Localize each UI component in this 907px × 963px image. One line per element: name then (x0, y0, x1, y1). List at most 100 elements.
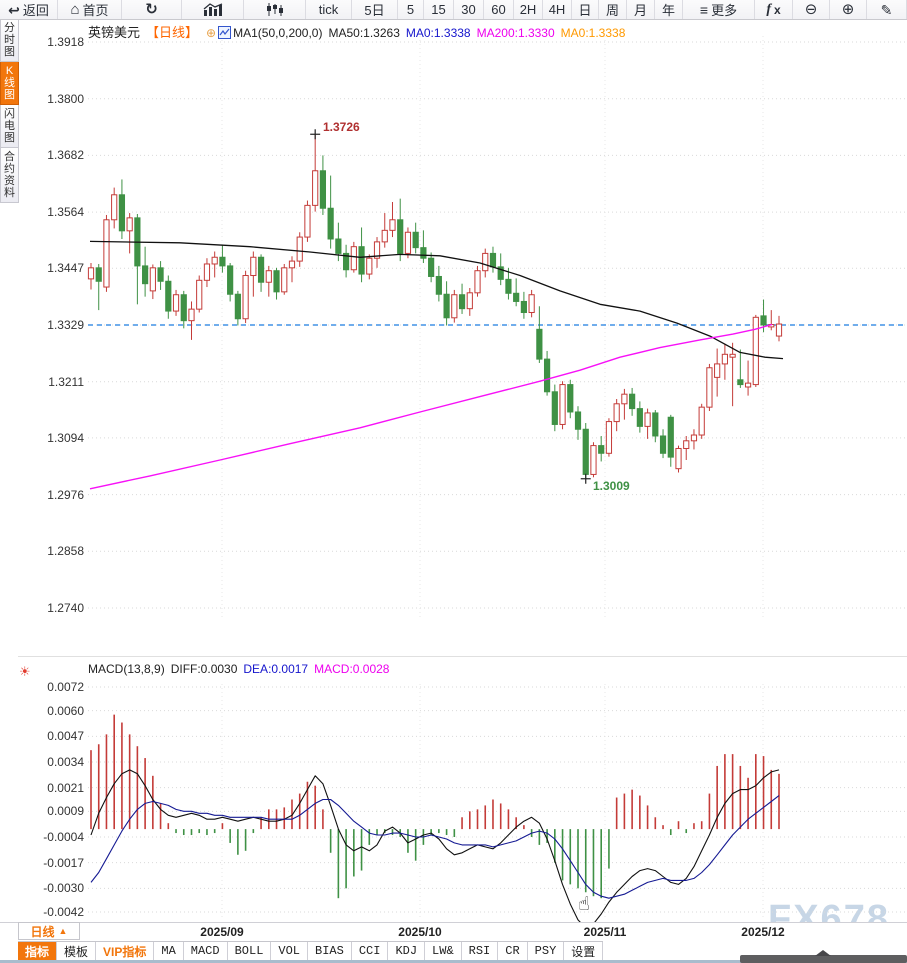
toolbar-week-label: 周 (605, 3, 619, 18)
ma50-value: MA50:1.3263 (328, 26, 400, 40)
toolbar-month[interactable]: 月 (627, 0, 655, 19)
interval-selector[interactable]: 日线 ▲ (18, 922, 80, 940)
dea-value: DEA:0.0017 (243, 662, 309, 676)
toolbar-min-60[interactable]: 60 (484, 0, 514, 19)
tab-VIP指标[interactable]: VIP指标 (96, 942, 155, 960)
price-tick-label: 1.3447 (47, 261, 84, 276)
ma0-orange-value: MA0:1.3338 (560, 26, 626, 40)
macd-tick-label: 0.0034 (47, 755, 84, 769)
tab-LW&[interactable]: LW& (425, 942, 462, 960)
symbol-name: 英镑美元 (88, 25, 141, 40)
month-label: 2025/11 (583, 925, 627, 939)
macd-dea-line (90, 795, 780, 899)
toolbar-week[interactable]: 周 (599, 0, 627, 19)
diff-value: DIFF:0.0030 (170, 662, 238, 676)
toolbar-zoom-in-icon[interactable]: ⊕ (830, 0, 867, 19)
price-tick-label: 1.2740 (47, 601, 84, 615)
sidebar-item-contract-info[interactable]: 合约资料 (0, 148, 19, 203)
toolbar-hour-2-label: 2H (519, 2, 537, 17)
toolbar-min-15[interactable]: 15 (424, 0, 454, 19)
toolbar-year-label: 年 (661, 3, 675, 18)
tab-CCI[interactable]: CCI (352, 942, 389, 960)
toolbar-zoom-out-icon[interactable]: ⊖ (793, 0, 830, 19)
price-tick-label: 1.2858 (47, 544, 84, 559)
toolbar-hour-4-label: 4H (548, 2, 566, 17)
tab-设置[interactable]: 设置 (564, 942, 604, 960)
toolbar-candle-chart-icon[interactable] (244, 0, 306, 19)
macd-params: MACD(13,8,9) (88, 662, 165, 676)
toolbar-bar-chart-icon[interactable] (182, 0, 244, 19)
mini-chart-icon[interactable] (218, 26, 232, 42)
toolbar-min-5[interactable]: 5 (398, 0, 424, 19)
toolbar-hour-2[interactable]: 2H (514, 0, 543, 19)
macd-diff-line (90, 769, 780, 929)
macd-legend: MACD(13,8,9) DIFF:0.0030 DEA:0.0017 MACD:0.… (88, 662, 395, 676)
horizontal-scrollbar[interactable] (740, 950, 907, 963)
toolbar-min-30[interactable]: 30 (454, 0, 484, 19)
indicator-settings-icon[interactable]: ☀ (19, 664, 31, 679)
period-label: 【日线】 (146, 25, 199, 40)
price-tick-label: 1.3564 (47, 205, 84, 220)
macd-layer (90, 714, 780, 899)
toolbar-refresh-icon[interactable]: ↻ (122, 0, 182, 19)
toolbar-home[interactable]: ⌂ 首页 (58, 0, 122, 19)
tab-指标[interactable]: 指标 (18, 942, 58, 960)
tab-PSY[interactable]: PSY (528, 942, 565, 960)
toolbar-back-label: 返回 (22, 3, 49, 18)
price-tick-label: 1.2976 (47, 487, 84, 502)
scrollbar-notch-icon (815, 950, 831, 956)
toolbar-more[interactable]: ≡ 更多 (683, 0, 755, 19)
sidebar-item-time-chart[interactable]: 分时图 (0, 19, 19, 62)
toolbar-year[interactable]: 年 (655, 0, 683, 19)
grid-layer (88, 36, 907, 918)
macd-tick-label: 0.0072 (47, 680, 84, 694)
tab-CR[interactable]: CR (498, 942, 528, 960)
window-bottom-edge (0, 960, 907, 963)
toolbar-min-15-label: 15 (431, 2, 446, 17)
toolbar-month-label: 月 (633, 3, 647, 18)
tab-RSI[interactable]: RSI (462, 942, 499, 960)
macd-tick-label: 0.0047 (47, 729, 84, 744)
toolbar-tick[interactable]: tick (306, 0, 352, 19)
macd-tick-label: -0.0004 (43, 830, 84, 844)
price-tick-label: 1.3682 (47, 148, 84, 163)
tab-BIAS[interactable]: BIAS (308, 942, 352, 960)
toolbar-back[interactable]: ↩ 返回 (0, 0, 58, 19)
interval-label: 日线 (30, 924, 55, 939)
tab-MACD[interactable]: MACD (184, 942, 228, 960)
toolbar-home-label: 首页 (82, 3, 109, 18)
price-tick-label: 1.3918 (47, 35, 84, 49)
macd-tick-label: 0.0060 (47, 703, 84, 718)
price-annotation: 1.3009 (593, 479, 630, 493)
macd-tick-label: -0.0042 (43, 905, 84, 919)
toolbar-hour-4[interactable]: 4H (543, 0, 572, 19)
sidebar-item-lightning-chart[interactable]: 闪电图 (0, 105, 19, 148)
tab-VOL[interactable]: VOL (271, 942, 309, 960)
price-annotation: 1.3726 (323, 120, 360, 134)
tab-KDJ[interactable]: KDJ (388, 942, 426, 960)
macd-tick-label: -0.0017 (43, 855, 84, 870)
indicator-tabbar: 指标 模板 VIP指标 MA MACD BOLL VOL BIAS CCI KDJ LW& RSI CR… (18, 941, 604, 960)
macd-value: MACD:0.0028 (314, 662, 390, 676)
tab-模板[interactable]: 模板 (57, 942, 97, 960)
toolbar-min-60-label: 60 (491, 2, 506, 17)
tab-BOLL[interactable]: BOLL (228, 942, 272, 960)
toolbar-range-5d[interactable]: 5日 (352, 0, 398, 19)
month-label: 2025/12 (741, 925, 785, 939)
price-chart-legend: 英镑美元 【日线】 ⊕ MA1(50,0,200,0) MA50:1.3263 MA0:1… (88, 22, 631, 42)
ma0-blue-value: MA0:1.3338 (405, 26, 471, 40)
macd-tick-label: -0.0030 (43, 881, 84, 896)
toolbar-range-5d-label: 5日 (364, 3, 385, 18)
toolbar-min-30-label: 30 (461, 2, 476, 17)
price-tick-label: 1.3211 (48, 374, 84, 389)
tab-MA[interactable]: MA (154, 942, 184, 960)
toolbar-more-label: 更多 (711, 3, 738, 18)
toolbar-day[interactable]: 日 (572, 0, 599, 19)
toolbar-draw-icon[interactable]: ✎ (867, 0, 907, 19)
price-tick-label: 1.3800 (47, 91, 84, 106)
circle-plus-icon[interactable]: ⊕ (206, 26, 217, 40)
